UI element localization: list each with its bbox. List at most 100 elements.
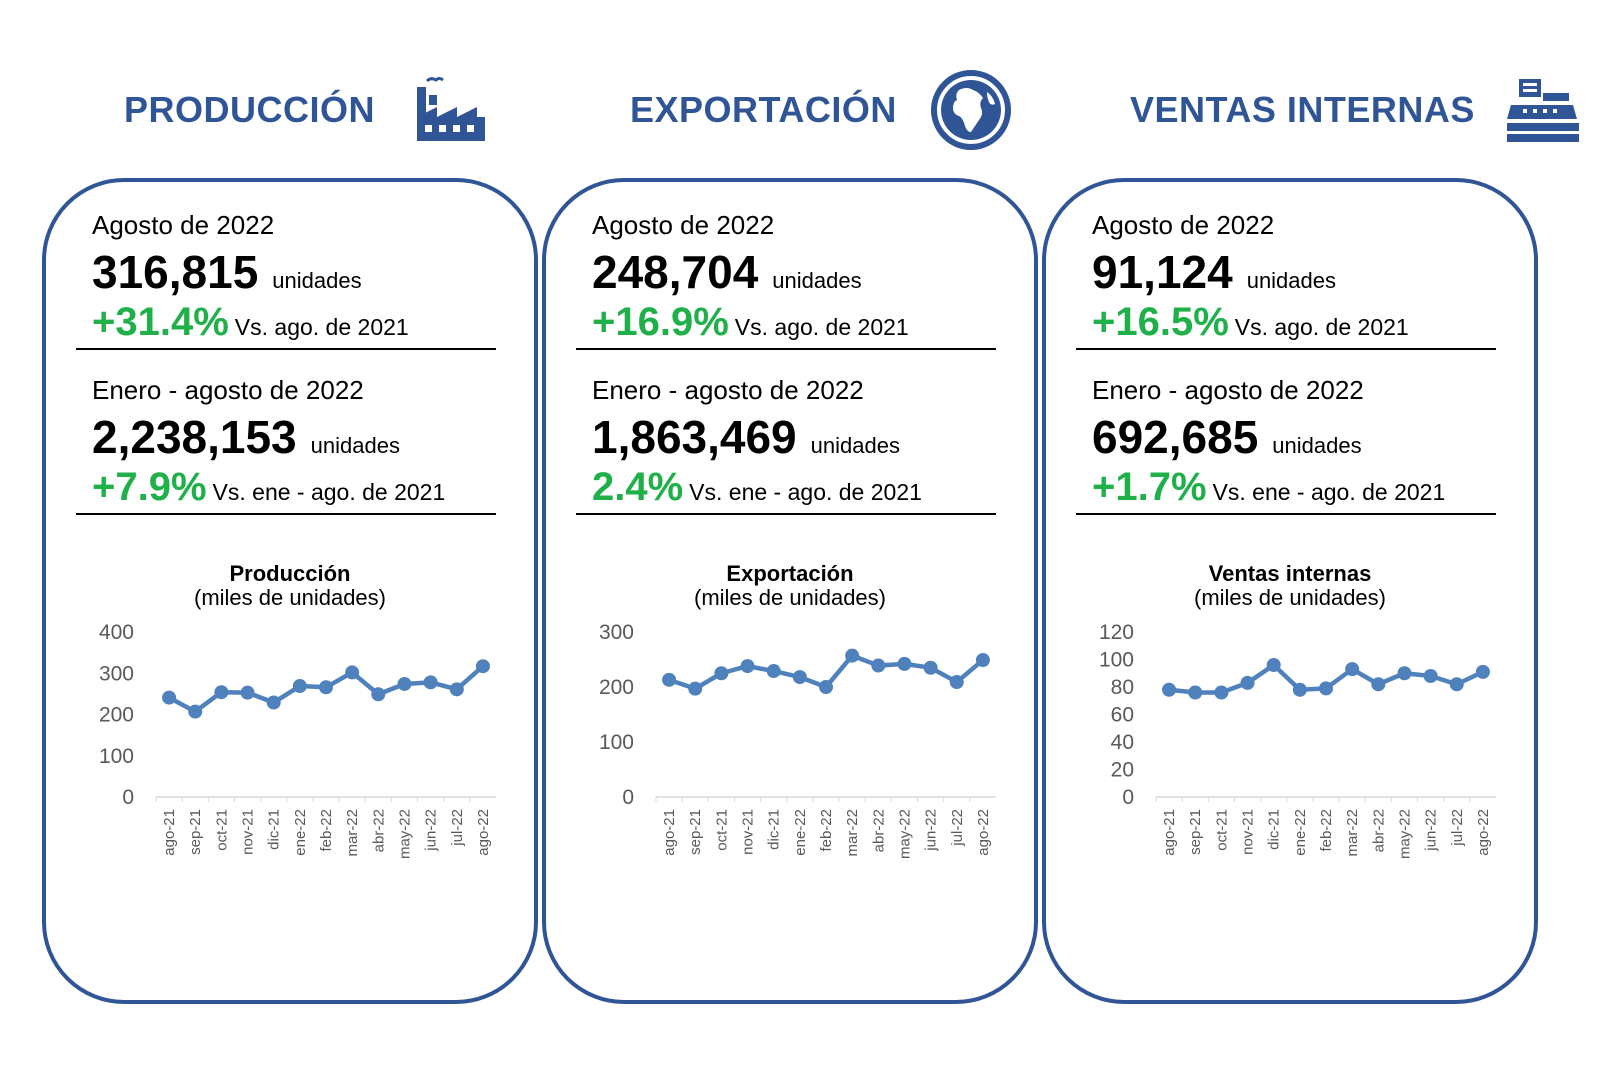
data-point xyxy=(345,665,360,680)
data-point xyxy=(792,670,807,685)
data-point xyxy=(1371,677,1386,692)
data-point xyxy=(923,660,938,675)
x-tick-label: jul-22 xyxy=(449,809,466,847)
divider xyxy=(76,348,496,350)
y-tick-label: 0 xyxy=(622,786,634,809)
data-point xyxy=(397,676,412,691)
x-tick-label: sep-21 xyxy=(1187,809,1204,855)
x-tick-label: ago-21 xyxy=(161,809,178,856)
x-tick-label: feb-22 xyxy=(318,809,335,852)
data-point xyxy=(240,685,255,700)
exportacion-ytd-vs: Vs. ene - ago. de 2021 xyxy=(689,479,922,505)
x-tick-label: jun-22 xyxy=(423,809,440,852)
produccion-month-period: Agosto de 2022 xyxy=(92,210,275,240)
y-tick-label: 200 xyxy=(99,704,134,727)
x-tick-label: oct-21 xyxy=(713,809,730,851)
x-tick-label: nov-21 xyxy=(1240,809,1257,855)
data-point xyxy=(1449,677,1464,692)
produccion-month-change: +31.4% xyxy=(92,300,229,344)
globe-icon xyxy=(929,68,1013,152)
exportacion-line-chart: 0 100 200 300 ago-21 sep-21 oct-21 nov-21 dic-21… xyxy=(599,621,996,859)
y-tick-label: 100 xyxy=(1099,649,1134,672)
data-point xyxy=(975,653,990,668)
x-tick-label: ago-22 xyxy=(475,809,492,856)
produccion-ytd-vs: Vs. ene - ago. de 2021 xyxy=(212,479,446,505)
y-tick-label: 400 xyxy=(99,621,134,644)
data-point xyxy=(845,648,860,663)
x-tick-label: ago-21 xyxy=(661,809,678,856)
data-point xyxy=(423,675,438,690)
x-tick-label: sep-21 xyxy=(187,809,204,855)
exportacion-ytd-change: 2.4% xyxy=(592,465,684,509)
y-tick-label: 300 xyxy=(99,662,134,685)
exportacion-month-block: Agosto de 2022 248,704 unidades +16.9% Vs.… xyxy=(576,210,996,350)
exportacion-month-vs: Vs. ago. de 2021 xyxy=(734,314,909,340)
data-point xyxy=(1423,669,1438,683)
y-tick-label: 40 xyxy=(1111,731,1134,754)
x-tick-label: nov-21 xyxy=(740,809,757,855)
ventas-month-block: Agosto de 2022 91,124 unidades +16.5% Vs. … xyxy=(1076,210,1496,350)
x-tick-label: mar-22 xyxy=(344,809,361,857)
produccion-ytd-block: Enero - agosto de 2022 2,238,153 unidades… xyxy=(76,375,496,515)
y-tick-label: 100 xyxy=(99,745,134,768)
data-point xyxy=(1319,681,1333,696)
x-tick-label: feb-22 xyxy=(1318,809,1335,852)
data-point xyxy=(1214,685,1229,700)
exportacion-month-value: 248,704 xyxy=(592,246,759,298)
x-tick-label: ago-21 xyxy=(1161,809,1178,856)
data-point xyxy=(688,681,703,696)
exportacion-ytd-units: unidades xyxy=(810,433,900,458)
ventas-title: VENTAS INTERNAS xyxy=(1130,88,1475,130)
x-tick-label: ene-22 xyxy=(1292,809,1309,856)
data-point xyxy=(475,659,490,674)
produccion-month-block: Agosto de 2022 316,815 unidades +31.4% Vs.… xyxy=(76,210,496,350)
exportacion-title: EXPORTACIÓN xyxy=(630,88,897,130)
divider xyxy=(1076,513,1496,515)
ventas-chart-title: Ventas internas (miles de unidades) xyxy=(1046,562,1534,610)
x-tick-label: oct-21 xyxy=(1213,809,1230,851)
x-tick-label: jun-22 xyxy=(923,809,940,852)
produccion-ytd-units: unidades xyxy=(310,433,400,458)
x-tick-label: mar-22 xyxy=(844,809,861,857)
data-point xyxy=(1266,658,1281,672)
x-tick-label: may-22 xyxy=(1396,809,1413,859)
x-tick-label: sep-21 xyxy=(687,809,704,855)
exportacion-ytd-block: Enero - agosto de 2022 1,863,469 unidades… xyxy=(576,375,996,515)
divider xyxy=(576,348,996,350)
produccion-header: PRODUCCIÓN xyxy=(124,62,487,157)
data-point xyxy=(371,687,386,702)
x-tick-label: dic-21 xyxy=(766,809,783,850)
exportacion-month-period: Agosto de 2022 xyxy=(592,210,775,240)
exportacion-card: Agosto de 2022 248,704 unidades +16.9% Vs.… xyxy=(542,178,1038,1004)
chart-title: Producción xyxy=(229,561,351,586)
data-point xyxy=(319,680,333,695)
x-tick-label: oct-21 xyxy=(213,809,230,851)
x-tick-label: jul-22 xyxy=(1449,809,1466,847)
x-tick-label: abr-22 xyxy=(870,809,887,852)
x-tick-label: mar-22 xyxy=(1344,809,1361,857)
produccion-month-value: 316,815 xyxy=(92,246,259,298)
produccion-chart-title: Producción (miles de unidades) xyxy=(46,562,534,610)
y-tick-label: 120 xyxy=(1099,621,1134,644)
ventas-ytd-change: +1.7% xyxy=(1092,465,1207,509)
data-point xyxy=(292,679,307,694)
data-point xyxy=(188,704,203,719)
produccion-month-units: unidades xyxy=(272,268,362,293)
data-point xyxy=(449,682,464,697)
exportacion-ytd-period: Enero - agosto de 2022 xyxy=(592,375,864,405)
ventas-ytd-units: unidades xyxy=(1272,433,1362,458)
divider xyxy=(576,513,996,515)
ventas-ytd-block: Enero - agosto de 2022 692,685 unidades +… xyxy=(1076,375,1496,515)
data-point xyxy=(266,695,281,710)
produccion-month-vs: Vs. ago. de 2021 xyxy=(234,314,409,340)
ventas-month-period: Agosto de 2022 xyxy=(1092,210,1275,240)
y-tick-label: 20 xyxy=(1111,759,1134,782)
data-point xyxy=(740,659,755,674)
exportacion-chart-title: Exportación (miles de unidades) xyxy=(546,562,1034,610)
data-point xyxy=(871,658,886,673)
ventas-month-change: +16.5% xyxy=(1092,300,1229,344)
x-tick-label: dic-21 xyxy=(1266,809,1283,850)
data-point xyxy=(949,675,964,690)
data-point xyxy=(662,672,677,687)
